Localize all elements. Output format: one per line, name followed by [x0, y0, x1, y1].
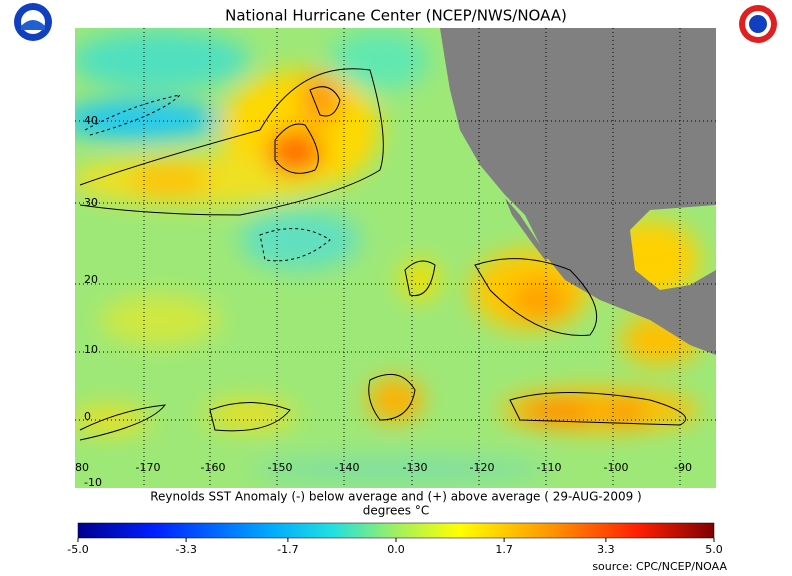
lon-label: -170 — [136, 461, 161, 474]
colorbar-ticks: -5.0 -3.3 -1.7 0.0 1.7 3.3 5.0 — [67, 538, 723, 556]
colorbar-label: 3.3 — [597, 543, 615, 556]
colorbar-label: 5.0 — [705, 543, 723, 556]
lon-label: -110 — [537, 461, 562, 474]
lon-label: -140 — [335, 461, 360, 474]
map-labels: 40 30 20 10 0 -10 80 -170 -160 -150 -140 -130 -120 -1… — [75, 114, 692, 489]
lon-label: -160 — [201, 461, 226, 474]
colorbar — [77, 522, 715, 539]
lon-label: 80 — [75, 461, 89, 474]
colorbar-label: -1.7 — [277, 543, 298, 556]
caption-units: degrees °C — [363, 504, 430, 518]
lat-label: 20 — [84, 273, 98, 286]
title: National Hurricane Center (NCEP/NWS/NOAA… — [225, 7, 567, 25]
colorbar-label: -3.3 — [175, 543, 196, 556]
lat-label: 30 — [84, 196, 98, 209]
lat-label: 40 — [84, 114, 98, 127]
lat-label: 0 — [84, 410, 91, 423]
lon-label: -150 — [268, 461, 293, 474]
lon-label: -130 — [403, 461, 428, 474]
lon-label: -90 — [674, 461, 692, 474]
caption: Reynolds SST Anomaly (-) below average a… — [150, 490, 642, 504]
land — [505, 198, 550, 260]
land — [440, 28, 716, 355]
lat-label: 10 — [84, 343, 98, 356]
colorbar-label: 1.7 — [495, 543, 513, 556]
colorbar-label: 0.0 — [387, 543, 405, 556]
colorbar-label: -5.0 — [67, 543, 88, 556]
lon-label: -100 — [604, 461, 629, 474]
noaa-logo — [14, 3, 52, 41]
nws-logo — [739, 5, 777, 43]
sst-map — [75, 28, 716, 488]
lon-label: -120 — [470, 461, 495, 474]
source: source: CPC/NCEP/NOAA — [592, 560, 727, 573]
lat-label: -10 — [84, 476, 102, 489]
